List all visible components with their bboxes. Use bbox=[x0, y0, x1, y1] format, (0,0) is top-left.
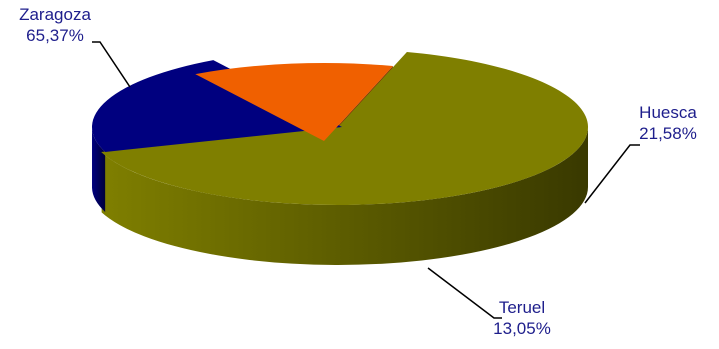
slice-name-teruel: Teruel bbox=[499, 298, 545, 317]
leader-line-teruel bbox=[427, 267, 502, 319]
leader-lines bbox=[92, 41, 640, 319]
slice-top-huesca bbox=[91, 60, 342, 152]
pie-tops bbox=[91, 52, 588, 205]
leader-line-zaragoza bbox=[92, 41, 131, 88]
slice-labels: Zaragoza 65,37% Huesca 21,58% Teruel 13,05% bbox=[19, 5, 697, 338]
slice-name-huesca: Huesca bbox=[639, 103, 697, 122]
slice-side-zaragoza bbox=[101, 127, 588, 266]
slice-top-zaragoza bbox=[101, 52, 588, 205]
slice-value-huesca: 21,58% bbox=[639, 124, 697, 143]
slice-side-huesca bbox=[92, 127, 106, 212]
slice-name-zaragoza: Zaragoza bbox=[19, 5, 91, 24]
slice-value-teruel: 13,05% bbox=[493, 319, 551, 338]
slice-value-zaragoza: 65,37% bbox=[26, 26, 84, 45]
leader-line-huesca bbox=[584, 144, 640, 204]
slice-top-teruel bbox=[195, 63, 393, 141]
